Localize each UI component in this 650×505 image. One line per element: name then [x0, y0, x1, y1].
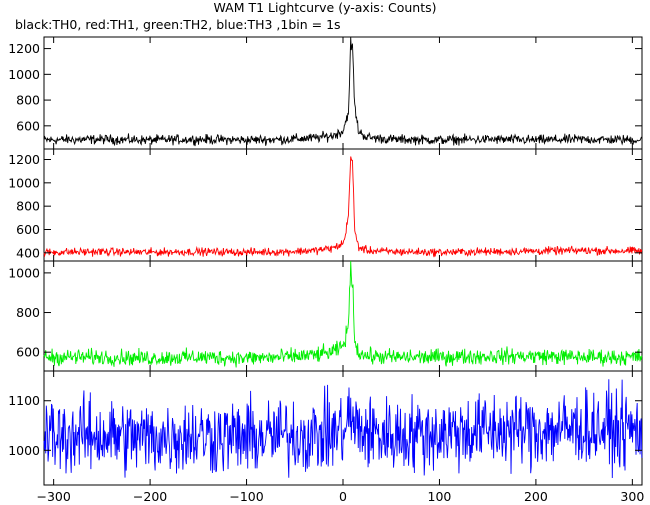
x-tick-label: 300 [620, 489, 644, 504]
y-tick-label: 1000 [8, 175, 40, 190]
x-tick-label: 200 [524, 489, 548, 504]
y-tick-label: 400 [16, 245, 40, 260]
chart-title: WAM T1 Lightcurve (y-axis: Counts) [213, 0, 436, 15]
x-tick-label: −300 [36, 489, 70, 504]
y-tick-label: 600 [16, 222, 40, 237]
series-line-th0 [43, 36, 643, 147]
y-tick-label: 1000 [8, 265, 40, 280]
y-tick-label: 1200 [8, 41, 40, 56]
panels-group: 6008001000120040060080010001200600800100… [8, 36, 644, 504]
y-tick-label: 800 [16, 305, 40, 320]
y-tick-label: 800 [16, 93, 40, 108]
x-tick-label: 0 [339, 489, 347, 504]
y-tick-label: 1000 [8, 67, 40, 82]
y-tick-label: 1000 [8, 443, 40, 458]
chart-subtitle: black:TH0, red:TH1, green:TH2, blue:TH3 … [15, 17, 341, 32]
y-tick-label: 600 [16, 345, 40, 360]
x-tick-label: 100 [428, 489, 452, 504]
y-tick-label: 1200 [8, 152, 40, 167]
y-tick-label: 1100 [8, 393, 40, 408]
series-line-th2 [43, 260, 643, 368]
x-tick-label: −200 [133, 489, 167, 504]
y-tick-label: 600 [16, 118, 40, 133]
series-line-th3 [43, 379, 643, 479]
y-tick-label: 800 [16, 199, 40, 214]
series-line-th1 [43, 156, 643, 258]
x-tick-label: −100 [229, 489, 263, 504]
